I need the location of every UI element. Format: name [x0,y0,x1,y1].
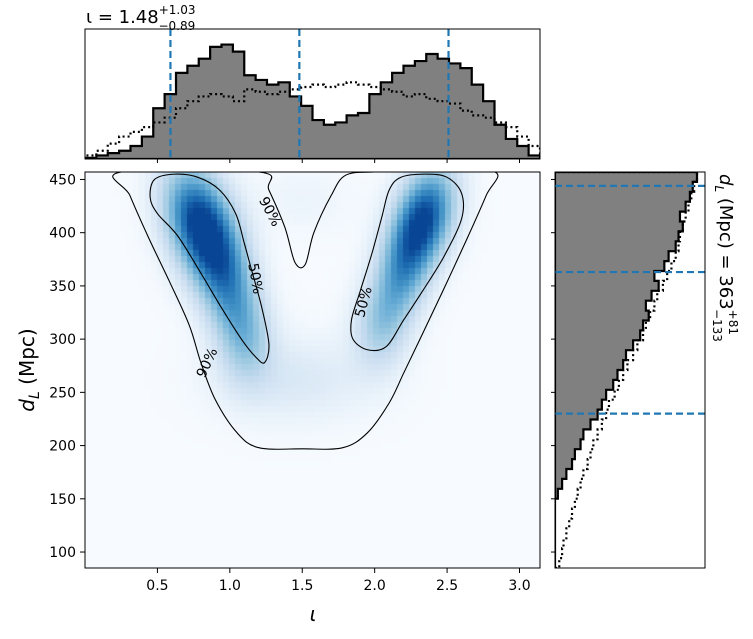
x-tick-label: 2.5 [436,578,458,594]
y-tick-label: 350 [49,279,76,295]
right-tick-marks [551,178,555,553]
y-label-rest: (Mpc) [15,328,39,391]
main-panel: 90%50%50%90% 0.5 1.0 1.5 2.0 2.5 3.0 10015020… [15,171,541,626]
y-label-main: d [15,399,39,412]
top-histogram-filled [85,43,540,159]
right-histograms [555,172,699,568]
title-value: = 1.48 [92,7,159,28]
right-label-rest: (Mpc) = 363 [715,192,736,310]
title-sup: +1.03 [159,3,196,17]
right-panel-frame [554,171,706,569]
y-tick-label: 400 [49,226,76,242]
top-histograms [85,43,540,159]
title-sub: −0.89 [158,19,195,33]
y-tick-label: 200 [49,439,76,455]
title-symbol: ι [86,7,92,28]
x-tick-label: 2.0 [364,578,386,594]
contour-90-line [112,172,499,450]
x-tick-label: 1.0 [219,578,241,594]
right-label-sup: +81 [726,310,740,335]
y-tick-label: 300 [49,332,76,348]
y-label-sub: L [27,391,43,399]
density-heatmap [85,172,540,568]
contour-label: 50% [352,285,376,319]
x-tick-label: 0.5 [146,578,168,594]
top-histogram-dotted [85,81,540,159]
main-panel-frame [84,171,541,569]
right-label-main: d [715,174,736,186]
contour-50-line [149,173,270,364]
credible-contours [112,172,499,450]
y-tick-label: 250 [49,385,76,401]
contour-label: 50% [244,262,265,295]
right-panel-label: dL (Mpc) = 363+81−133 [710,174,740,342]
x-axis-ticks: 0.5 1.0 1.5 2.0 2.5 3.0 [146,568,531,594]
y-tick-label: 100 [49,545,76,561]
top-panel-title: ι = 1.48+1.03 −0.89 [86,3,195,33]
right-quantile-lines [555,184,705,415]
y-axis-label: dL (Mpc) [15,328,43,411]
x-tick-label: 1.5 [291,578,313,594]
x-axis-label: ι [310,602,317,626]
top-panel-frame [84,28,541,160]
right-histogram-filled [555,172,699,568]
right-histogram-dotted [555,172,699,568]
top-tick-marks [156,159,520,163]
contour-50-line [350,173,465,352]
y-axis-ticks: 100 150 200 250 300 350 400 450 [49,172,85,561]
y-tick-label: 150 [49,492,76,508]
right-marginal-panel: dL (Mpc) = 363+81−133 [551,171,740,569]
right-label-sub: L [712,185,726,192]
x-tick-label: 3.0 [508,578,530,594]
y-tick-label: 450 [49,172,76,188]
right-label-sub2: −133 [710,309,724,342]
top-marginal-panel: ι = 1.48+1.03 −0.89 [84,3,541,163]
